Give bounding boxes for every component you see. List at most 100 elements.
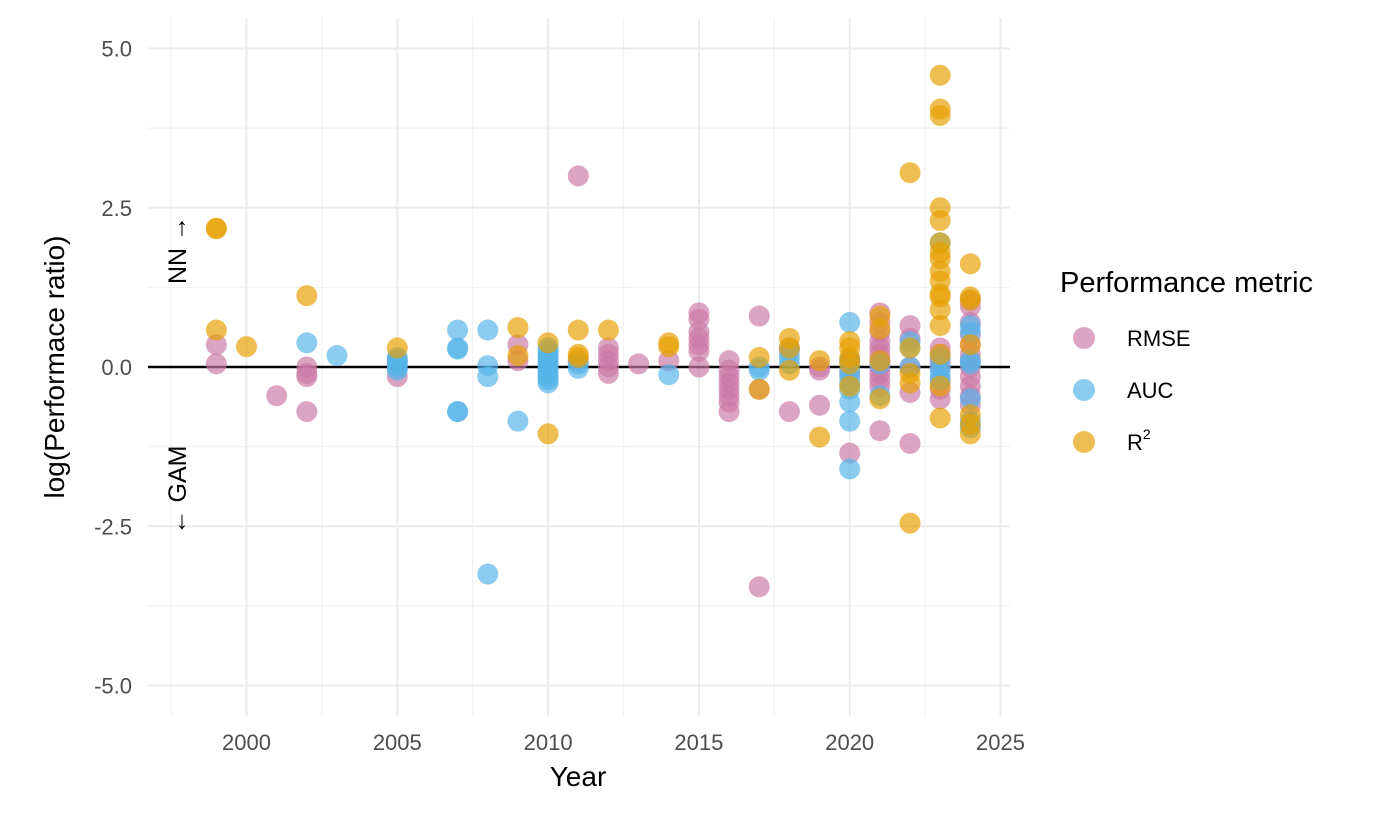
- point-auc: [507, 410, 529, 432]
- point-r2: [929, 299, 951, 321]
- point-auc: [839, 458, 861, 480]
- point-r2: [537, 423, 559, 445]
- point-r2: [959, 289, 981, 311]
- point-auc: [447, 401, 469, 423]
- point-r2: [809, 426, 831, 448]
- point-rmse: [567, 165, 589, 187]
- point-r2: [748, 346, 770, 368]
- point-rmse: [266, 385, 288, 407]
- point-auc: [477, 319, 499, 341]
- x-tick-label: 2010: [524, 730, 573, 755]
- point-r2: [899, 162, 921, 184]
- point-r2: [959, 423, 981, 445]
- point-r2: [537, 332, 559, 354]
- y-tick-label: 0.0: [101, 355, 132, 380]
- point-auc: [959, 353, 981, 375]
- point-r2: [929, 209, 951, 231]
- point-r2: [205, 319, 227, 341]
- point-rmse: [296, 366, 318, 388]
- point-r2: [899, 337, 921, 359]
- point-r2: [205, 218, 227, 240]
- point-auc: [386, 359, 408, 381]
- point-rmse: [748, 305, 770, 327]
- point-r2: [959, 334, 981, 356]
- x-tick-label: 2020: [825, 730, 874, 755]
- point-r2: [507, 345, 529, 367]
- point-r2: [778, 337, 800, 359]
- point-r2: [869, 388, 891, 410]
- point-rmse: [869, 420, 891, 442]
- y-tick-label: -5.0: [94, 674, 132, 699]
- point-rmse: [778, 401, 800, 423]
- point-rmse: [688, 340, 710, 362]
- x-axis-title: Year: [550, 761, 607, 792]
- point-r2: [839, 353, 861, 375]
- point-r2: [929, 407, 951, 429]
- point-auc: [447, 319, 469, 341]
- x-axis-tick-labels: 2000 2005 2010 2015 2020 2025: [222, 730, 1025, 755]
- point-rmse: [748, 576, 770, 598]
- point-r2: [236, 336, 257, 358]
- point-r2: [929, 315, 951, 337]
- x-tick-label: 2015: [674, 730, 723, 755]
- point-r2: [748, 378, 770, 400]
- y-axis-tick-labels: 5.0 2.5 0.0 -2.5 -5.0: [94, 37, 132, 699]
- point-r2: [839, 375, 861, 397]
- point-r2: [809, 350, 831, 372]
- x-tick-label: 2025: [976, 730, 1025, 755]
- point-r2: [929, 343, 951, 365]
- legend-key-rmse: [1073, 327, 1095, 349]
- point-auc: [658, 364, 680, 386]
- x-tick-label: 2000: [222, 730, 271, 755]
- point-auc: [839, 311, 861, 333]
- legend-key-r2: [1073, 431, 1095, 453]
- legend-label-auc: AUC: [1127, 378, 1174, 403]
- y-tick-label: 2.5: [101, 196, 132, 221]
- data-points: [205, 64, 981, 598]
- y-axis-title: log(Performace ratio): [39, 236, 70, 499]
- y-tick-label: 5.0: [101, 37, 132, 62]
- point-rmse: [839, 442, 861, 464]
- point-r2: [929, 375, 951, 397]
- point-rmse: [899, 432, 921, 454]
- point-auc: [477, 366, 499, 388]
- point-rmse: [718, 401, 740, 423]
- point-rmse: [597, 362, 619, 384]
- point-r2: [899, 512, 921, 534]
- point-r2: [296, 285, 318, 307]
- point-r2: [597, 319, 619, 341]
- legend-label-rmse: RMSE: [1127, 326, 1191, 351]
- point-rmse: [628, 353, 650, 375]
- point-r2: [386, 337, 408, 359]
- point-r2: [899, 372, 921, 394]
- point-r2: [869, 318, 891, 340]
- legend: Performance metric RMSE AUC R2: [1060, 267, 1313, 455]
- gam-annotation: ← GAM: [164, 446, 192, 535]
- point-rmse: [688, 356, 710, 378]
- point-r2: [929, 104, 951, 126]
- point-auc: [959, 388, 981, 410]
- point-auc: [537, 372, 559, 394]
- point-r2: [869, 350, 891, 372]
- point-r2: [778, 359, 800, 381]
- point-r2: [507, 317, 529, 339]
- point-auc: [296, 332, 318, 354]
- point-rmse: [205, 334, 227, 356]
- point-auc: [326, 345, 348, 367]
- x-tick-label: 2005: [373, 730, 422, 755]
- point-rmse: [296, 401, 318, 423]
- y-tick-label: -2.5: [94, 514, 132, 539]
- point-auc: [447, 338, 469, 360]
- point-rmse: [205, 353, 227, 375]
- point-auc: [839, 410, 861, 432]
- point-r2: [959, 253, 981, 275]
- point-r2: [567, 346, 589, 368]
- point-r2: [658, 336, 680, 358]
- legend-title: Performance metric: [1060, 267, 1313, 299]
- point-r2: [929, 64, 951, 86]
- point-r2: [567, 319, 589, 341]
- point-auc: [477, 563, 499, 585]
- legend-label-r2: R2: [1127, 426, 1151, 455]
- point-rmse: [809, 394, 831, 416]
